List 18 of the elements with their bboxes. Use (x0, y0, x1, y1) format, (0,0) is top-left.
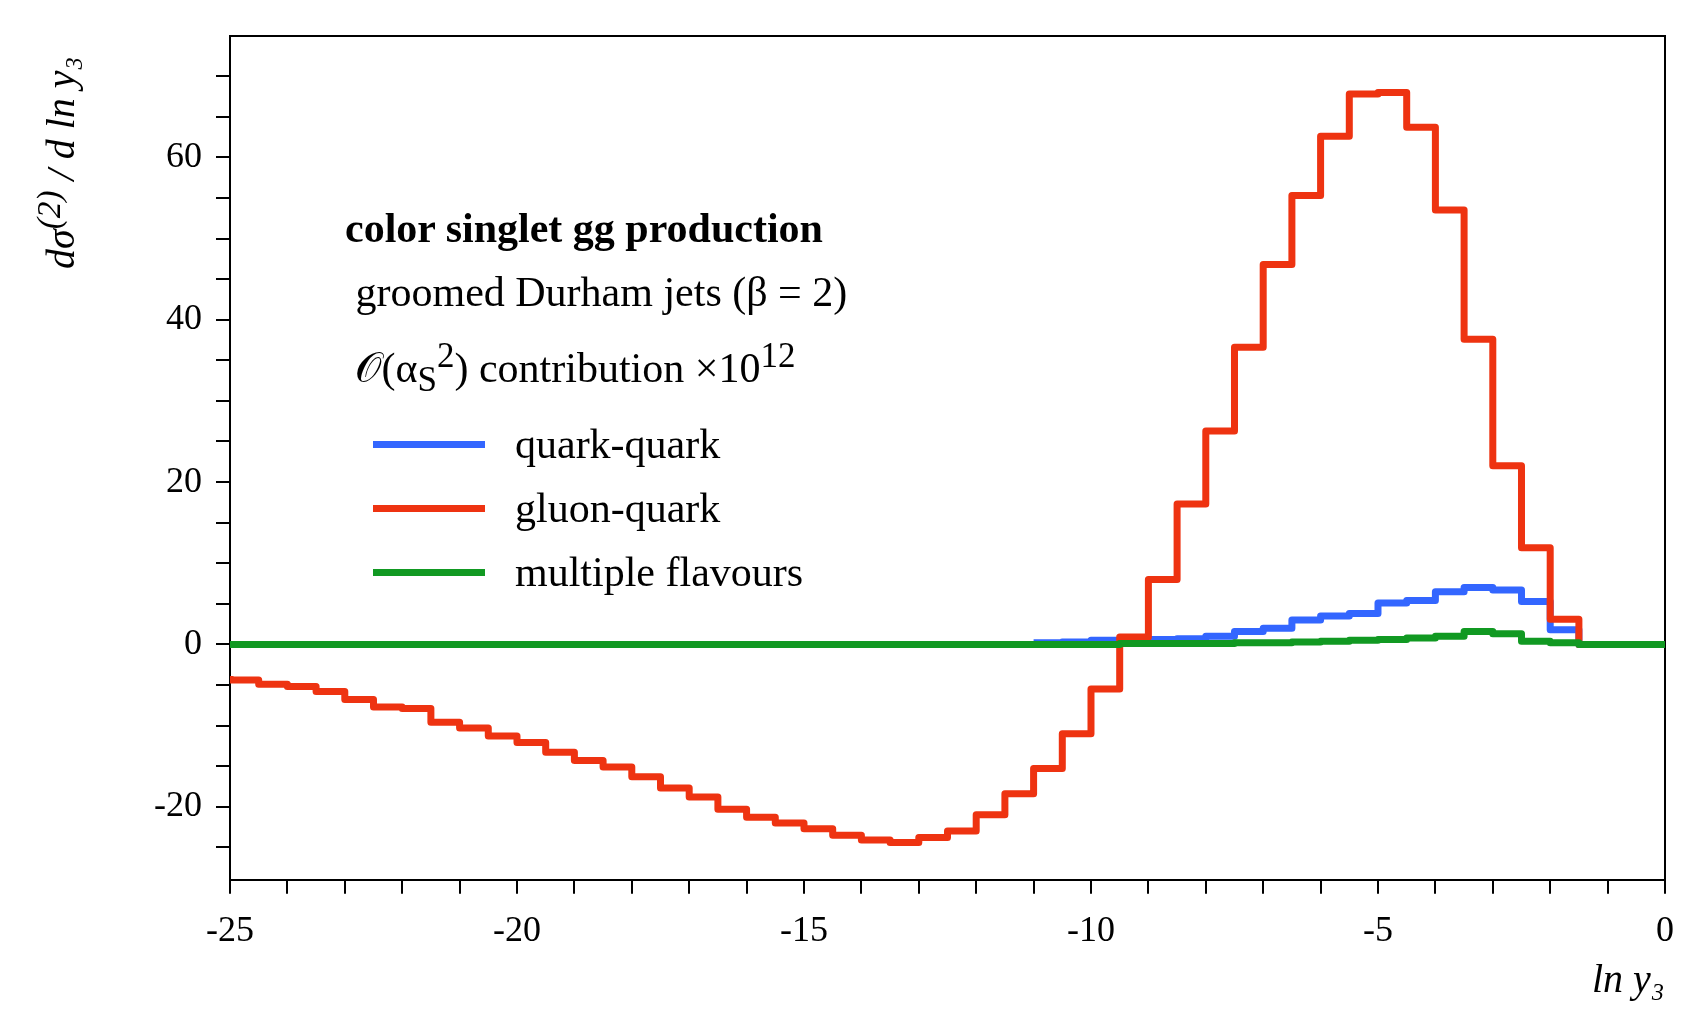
x-tick-label: -25 (205, 908, 254, 949)
x-tick-label: -15 (779, 908, 828, 949)
y-tick-label: -20 (153, 784, 202, 825)
y-tick-label: 60 (165, 134, 202, 175)
legend-label: quark-quark (514, 420, 722, 470)
legend-title: color singlet gg production (344, 204, 824, 253)
x-tick-label: -20 (492, 908, 541, 949)
x-axis-title: ln y₃ (1592, 954, 1665, 1002)
annotation: 𝒪(α$_{S}$$^{2}$) contribution ×10$^{12}$ (354, 335, 797, 402)
x-tick-label: 0 (1656, 908, 1674, 949)
annotation: groomed Durham jets (β = 2) (354, 268, 848, 317)
x-tick-label: -10 (1067, 908, 1115, 949)
y-tick-label: 20 (165, 459, 202, 500)
x-tick-label: -5 (1363, 908, 1393, 949)
legend-label: multiple flavours (514, 548, 805, 598)
y-tick-label: 40 (165, 297, 202, 338)
legend-label: gluon-quark (514, 484, 722, 534)
y-tick-label: 0 (183, 621, 202, 662)
